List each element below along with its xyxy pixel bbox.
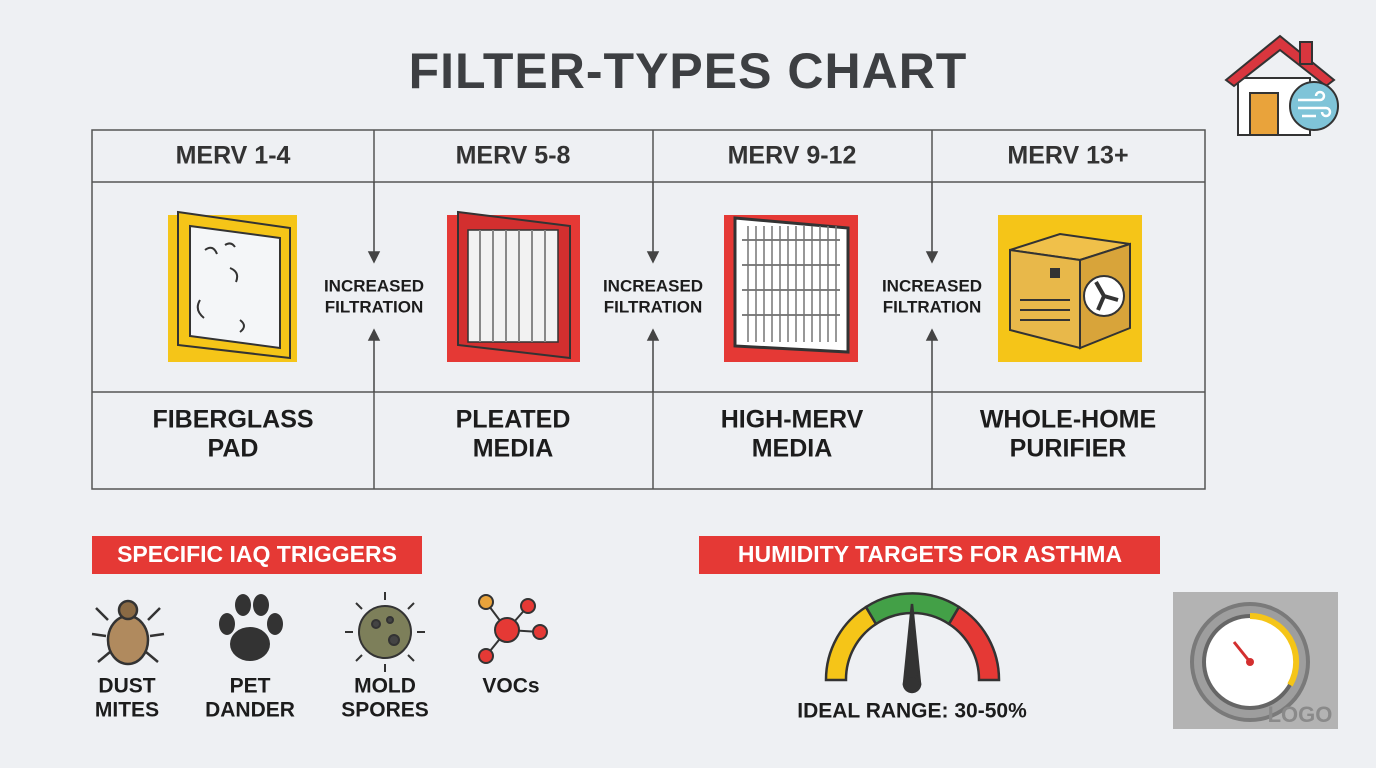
purifier-icon — [998, 215, 1142, 362]
filter-name: MEDIA — [473, 435, 554, 463]
trigger-label: PET — [230, 675, 271, 698]
mite-icon — [91, 599, 165, 666]
arrow-label: FILTRATION — [325, 297, 424, 316]
arrow-label: FILTRATION — [883, 297, 982, 316]
logo-text: LOGO — [1268, 702, 1333, 727]
trigger-label: MOLD — [354, 675, 416, 698]
merv-label: MERV 1-4 — [176, 142, 291, 170]
logo: LOGO — [1173, 592, 1338, 729]
arrow-label: FILTRATION — [604, 297, 703, 316]
trigger-label: DANDER — [205, 699, 295, 722]
high-merv-icon — [724, 215, 858, 362]
merv-label: MERV 13+ — [1007, 142, 1128, 170]
triggers-badge — [92, 536, 422, 574]
humidity-range: IDEAL RANGE: 30-50% — [797, 700, 1027, 723]
filter-table — [91, 129, 1206, 490]
pleated-icon — [447, 210, 580, 362]
spore-icon — [345, 592, 425, 672]
trigger-label: MITES — [95, 699, 159, 722]
merv-label: MERV 9-12 — [728, 142, 857, 170]
filter-name: HIGH-MERV — [721, 406, 864, 434]
arrow-label: INCREASED — [603, 276, 703, 295]
filter-name: FIBERGLASS — [152, 406, 313, 434]
house-icon — [1224, 34, 1339, 136]
filter-name: MEDIA — [752, 435, 833, 463]
filter-name: WHOLE-HOME — [980, 406, 1156, 434]
filter-name: PURIFIER — [1010, 435, 1127, 463]
trigger-label: SPORES — [341, 699, 429, 722]
voc-icon — [478, 594, 548, 664]
arrows — [367, 182, 939, 392]
filter-name: PLEATED — [456, 406, 571, 434]
paw-icon — [219, 594, 283, 661]
arrow-label: INCREASED — [324, 276, 424, 295]
merv-label: MERV 5-8 — [456, 142, 571, 170]
humidity-heading: HUMIDITY TARGETS FOR ASTHMA — [738, 541, 1122, 567]
fiberglass-icon — [168, 210, 297, 362]
title: FILTER-TYPES CHART — [409, 43, 968, 99]
trigger-label: VOCs — [482, 675, 539, 698]
humidity-badge — [699, 536, 1160, 574]
arrow-label: INCREASED — [882, 276, 982, 295]
gauge — [824, 592, 1001, 694]
triggers-heading: SPECIFIC IAQ TRIGGERS — [117, 541, 397, 567]
filter-name: PAD — [208, 435, 259, 463]
trigger-label: DUST — [98, 675, 155, 698]
